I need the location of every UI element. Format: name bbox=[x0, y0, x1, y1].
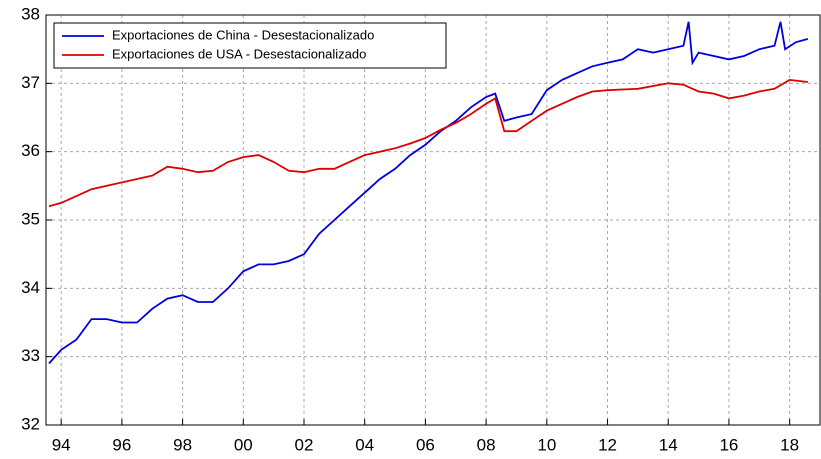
x-tick-label: 16 bbox=[719, 435, 738, 454]
y-tick-label: 38 bbox=[21, 4, 40, 23]
x-tick-label: 98 bbox=[173, 435, 192, 454]
plot-frame bbox=[45, 14, 821, 426]
x-tick-label: 94 bbox=[52, 435, 71, 454]
x-tick-label: 08 bbox=[477, 435, 496, 454]
series-line bbox=[48, 78, 809, 208]
y-tick-label: 33 bbox=[21, 346, 40, 365]
y-tick-label: 37 bbox=[21, 73, 40, 92]
x-tick-label: 00 bbox=[234, 435, 253, 454]
x-tick-label: 06 bbox=[416, 435, 435, 454]
x-tick-label: 10 bbox=[537, 435, 556, 454]
y-tick-label: 32 bbox=[21, 414, 40, 433]
x-tick-label: 14 bbox=[659, 435, 678, 454]
x-tick-label: 12 bbox=[598, 435, 617, 454]
legend-label: Exportaciones de China - Desestacionaliz… bbox=[112, 27, 374, 42]
y-tick-label: 36 bbox=[21, 141, 40, 160]
x-tick-label: 04 bbox=[355, 435, 374, 454]
legend-label: Exportaciones de USA - Desestacionalizad… bbox=[112, 46, 366, 61]
y-tick-label: 35 bbox=[21, 209, 40, 228]
x-tick-label: 18 bbox=[780, 435, 799, 454]
series-line bbox=[48, 21, 809, 365]
legend-box bbox=[53, 22, 447, 69]
x-tick-label: 02 bbox=[295, 435, 314, 454]
x-tick-label: 96 bbox=[112, 435, 131, 454]
y-tick-label: 34 bbox=[21, 278, 40, 297]
